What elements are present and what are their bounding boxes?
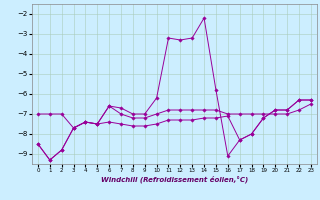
X-axis label: Windchill (Refroidissement éolien,°C): Windchill (Refroidissement éolien,°C): [101, 176, 248, 183]
